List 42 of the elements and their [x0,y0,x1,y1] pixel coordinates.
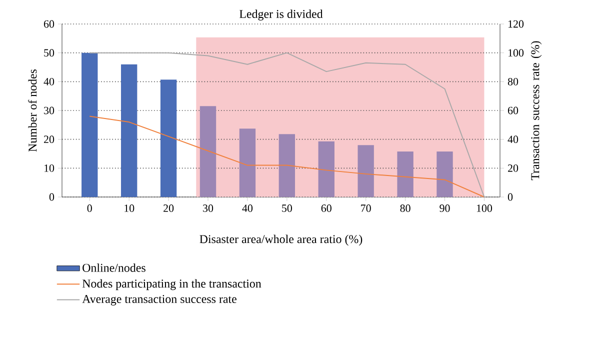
y2-axis-title: Transaction success rate (%) [530,41,542,180]
legend-label: Online/nodes [82,263,146,272]
x-tick-label: 70 [361,204,371,212]
bar [278,134,296,197]
x-tick-label: 50 [282,204,292,212]
bar [239,128,256,197]
y2-tick-label: 120 [508,20,524,28]
bar [82,52,98,197]
chart-title: Ledger is divided [240,10,323,20]
bar [318,141,334,197]
y-tick-label: 0 [49,193,54,201]
bar [120,64,138,197]
x-tick-label: 60 [321,204,332,212]
x-tick-label: 0 [87,204,92,212]
y-tick-label: 50 [44,49,54,57]
y2-tick-label: 0 [508,193,513,201]
x-tick-label: 80 [400,204,410,212]
legend-label: Average transaction success rate [82,295,236,306]
y-tick-label: 20 [44,136,54,144]
x-tick-label: 30 [203,204,214,212]
y2-tick-label: 60 [508,106,518,114]
x-tick-label: 10 [124,204,134,212]
bar [436,151,453,197]
bar [358,145,374,197]
x-axis-title: Disaster area/whole area ratio (%) [200,234,362,246]
y2-tick-label: 80 [508,78,518,86]
x-tick-label: 90 [440,204,450,212]
y2-tick-label: 100 [508,49,524,57]
bar [160,80,177,197]
bar [200,106,216,197]
legend-label: Nodes participating in the transaction [82,279,262,290]
y-tick-label: 40 [44,78,54,86]
x-tick-label: 100 [476,204,492,212]
x-tick-label: 20 [164,204,174,212]
y2-tick-label: 20 [508,164,518,172]
y2-tick-label: 40 [508,136,518,144]
x-tick-label: 40 [242,204,253,212]
y-tick-label: 60 [44,20,54,28]
y-tick-label: 30 [44,106,54,114]
bar [397,151,414,197]
y-axis-title: Number of nodes [28,69,37,152]
y-tick-label: 10 [44,164,54,172]
